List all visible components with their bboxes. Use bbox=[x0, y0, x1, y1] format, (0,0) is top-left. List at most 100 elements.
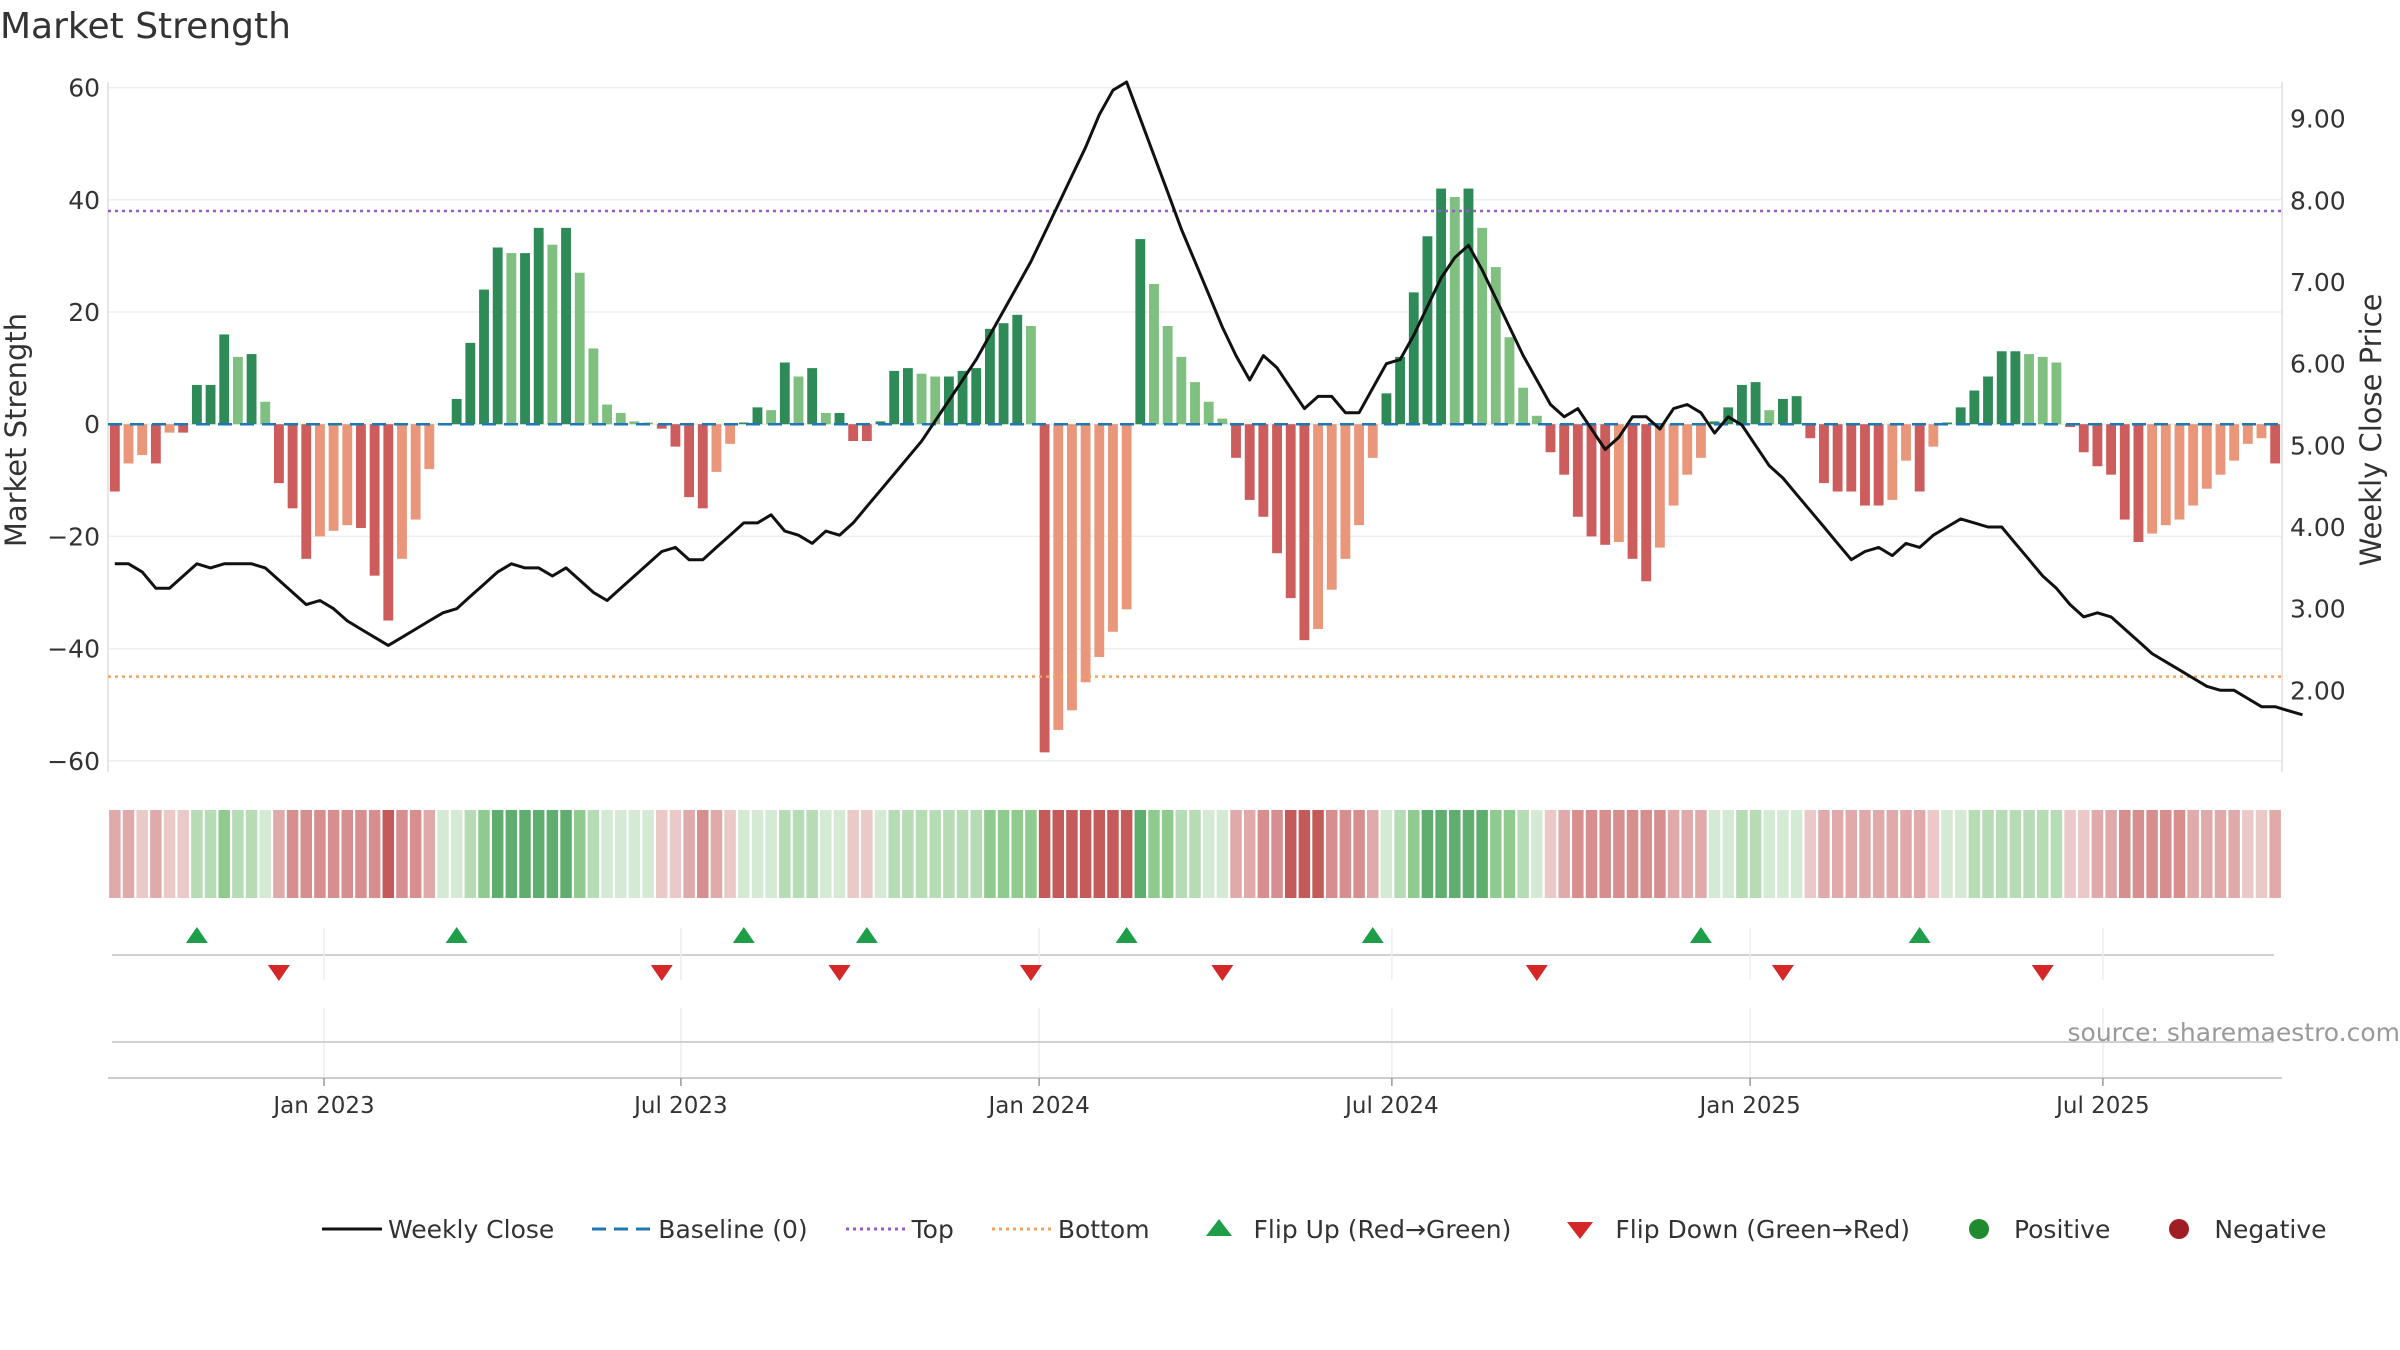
strength-bar bbox=[2119, 424, 2130, 520]
heat-strip-cell bbox=[943, 810, 955, 898]
strength-bar bbox=[2037, 356, 2048, 425]
strength-bar bbox=[191, 384, 202, 425]
strength-bar bbox=[1039, 424, 1050, 753]
heat-strip-cell bbox=[505, 810, 518, 898]
heat-strip-cell bbox=[573, 810, 586, 898]
strength-bar bbox=[1873, 424, 1884, 506]
legend-label: Positive bbox=[2013, 1214, 2111, 1244]
heat-strip-cell bbox=[1257, 810, 1270, 898]
strength-bar bbox=[1190, 382, 1200, 425]
strength-bar bbox=[383, 424, 394, 621]
strength-bar bbox=[2201, 424, 2212, 489]
heat-strip-cell bbox=[1613, 810, 1625, 898]
flip-up-marker bbox=[1908, 927, 1931, 943]
strength-bar bbox=[2160, 424, 2171, 526]
strength-bar bbox=[1217, 418, 1228, 425]
strength-bar bbox=[848, 424, 859, 442]
heat-strip-cell bbox=[2009, 810, 2022, 898]
strength-bar bbox=[424, 424, 435, 470]
heat-strip-cell bbox=[642, 810, 654, 898]
flip-down-marker bbox=[1019, 965, 1042, 981]
strength-bar bbox=[1600, 424, 1611, 545]
heat-strip-cell bbox=[491, 810, 504, 898]
strength-bar bbox=[670, 424, 681, 447]
strength-bar bbox=[1203, 401, 1214, 425]
legend-flip-down: Flip Down (Green→Red) bbox=[1545, 1214, 1910, 1244]
legend-weekly-close: Weekly Close bbox=[318, 1214, 554, 1244]
strength-bar bbox=[2133, 424, 2144, 542]
flip-down-marker bbox=[828, 965, 851, 981]
strength-bar bbox=[1764, 410, 1775, 425]
heat-strip-cell bbox=[2132, 810, 2145, 898]
strength-bar bbox=[2242, 424, 2253, 444]
heat-strip-cell bbox=[710, 810, 723, 898]
legend-flip-up: Flip Up (Red→Green) bbox=[1184, 1214, 1511, 1244]
heat-strip-cell bbox=[1818, 810, 1830, 898]
strength-bar bbox=[1258, 424, 1269, 517]
flip-up-marker bbox=[855, 927, 878, 943]
heat-strip-cell bbox=[915, 810, 928, 898]
heat-strip-cell bbox=[218, 810, 230, 898]
strength-bar bbox=[1080, 424, 1091, 683]
strength-bar bbox=[451, 398, 462, 425]
strength-bar bbox=[150, 424, 161, 464]
heat-strip-cell bbox=[1476, 810, 1488, 898]
heat-strip-cell bbox=[1052, 810, 1065, 898]
weekly-close-line bbox=[114, 80, 2303, 717]
legend-symbol-tri-up bbox=[1184, 1214, 1254, 1244]
legend-symbol-line bbox=[318, 1214, 388, 1244]
heat-strip-cell bbox=[409, 810, 422, 898]
heat-strip-cell bbox=[792, 810, 805, 898]
heat-strip-cell bbox=[1572, 810, 1584, 898]
strength-bar bbox=[533, 227, 544, 425]
strength-bar bbox=[1860, 424, 1870, 506]
heat-strip-cell bbox=[1271, 810, 1283, 898]
strength-bar bbox=[1682, 424, 1693, 475]
heat-strip-cell bbox=[396, 810, 408, 898]
strength-bar bbox=[137, 424, 148, 456]
heat-strip-cell bbox=[1804, 810, 1817, 898]
heat-strip-cell bbox=[1462, 810, 1475, 898]
strength-bar bbox=[615, 412, 626, 425]
heat-strip-cell bbox=[806, 810, 818, 898]
heat-strip-cell bbox=[423, 810, 436, 898]
heat-strip-cell bbox=[1872, 810, 1885, 898]
strength-bar bbox=[547, 244, 558, 425]
legend-symbol-dot bbox=[988, 1214, 1058, 1244]
strength-bar bbox=[2270, 424, 2281, 464]
heat-strip-cell bbox=[738, 810, 750, 898]
heat-strip-cell bbox=[478, 810, 490, 898]
heat-strip-cell bbox=[2105, 810, 2117, 898]
strength-bar bbox=[2024, 354, 2034, 425]
strength-bar bbox=[1654, 424, 1665, 548]
heat-strip-cell bbox=[1777, 810, 1789, 898]
heat-strip-cell bbox=[1066, 810, 1078, 898]
strength-bar bbox=[246, 354, 257, 425]
heat-strip-cell bbox=[1790, 810, 1803, 898]
heat-strip-cell bbox=[888, 810, 900, 898]
strength-bar bbox=[178, 424, 189, 433]
strength-bar bbox=[861, 424, 872, 442]
strength-bar bbox=[561, 227, 571, 425]
heat-strip-cell bbox=[464, 810, 477, 898]
strength-bar bbox=[1313, 424, 1323, 629]
heat-strip-cell bbox=[1654, 810, 1666, 898]
heat-strip-cell bbox=[1941, 810, 1953, 898]
heat-strip-cell bbox=[2146, 810, 2158, 898]
heat-strip-cell bbox=[1736, 810, 1748, 898]
heat-strip-cell bbox=[245, 810, 258, 898]
right-axis-title: Weekly Close Price bbox=[2354, 294, 2388, 567]
heat-strip-cell bbox=[327, 810, 340, 898]
heat-strip-cell bbox=[109, 810, 121, 898]
heat-strip-cell bbox=[1312, 810, 1324, 898]
flip-up-marker bbox=[1115, 927, 1138, 943]
chart-title: Market Strength bbox=[0, 6, 291, 47]
heat-strip-cell bbox=[2160, 810, 2172, 898]
strength-bar bbox=[1805, 424, 1816, 439]
heat-strip-cell bbox=[1845, 810, 1858, 898]
strength-bar bbox=[1778, 398, 1788, 425]
heat-strip-cell bbox=[314, 810, 326, 898]
heat-strip-cell bbox=[2255, 810, 2268, 898]
heat-strip-cell bbox=[2036, 810, 2049, 898]
